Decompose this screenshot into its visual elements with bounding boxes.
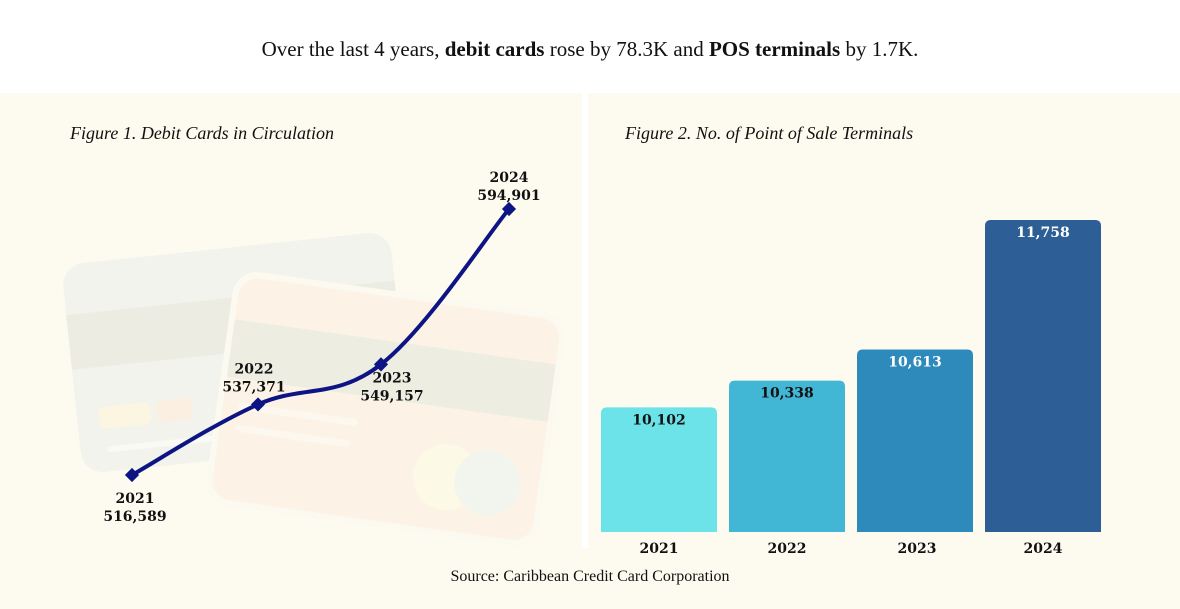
point-year-label: 2021 — [116, 491, 155, 507]
x-tick-label: 2021 — [640, 541, 679, 557]
bar-value-label: 10,102 — [632, 412, 686, 428]
bar-2021 — [601, 407, 717, 532]
x-tick-label: 2023 — [898, 541, 937, 557]
line-point-marker — [501, 201, 517, 217]
headline-text-3: by 1.7K. — [840, 37, 919, 61]
point-value-label: 537,371 — [222, 379, 285, 395]
bar-2023 — [857, 349, 973, 532]
line-point-marker — [124, 467, 140, 483]
footer-band — [0, 548, 1180, 609]
credit-card-illustration — [63, 233, 566, 547]
line-point-marker — [250, 397, 266, 412]
debit-cards-line-chart: 2021 516,589 2022 537,371 2023 549,157 2024 594… — [63, 170, 566, 547]
figure-2-title: Figure 2. No. of Point of Sale Terminals — [625, 123, 914, 143]
x-tick-label: 2024 — [1024, 541, 1063, 557]
point-year-label: 2024 — [490, 170, 529, 186]
headline-text-2: rose by 78.3K and — [544, 37, 709, 61]
bar-2022 — [729, 380, 845, 532]
point-value-label: 549,157 — [360, 388, 423, 404]
panel-divider — [582, 93, 588, 548]
pos-terminals-bar-chart: 10,102 2021 10,338 2022 10,613 2023 11,758 2024 — [601, 220, 1101, 557]
headline-text-1: Over the last 4 years, — [261, 37, 445, 61]
bar-value-label: 11,758 — [1016, 225, 1070, 241]
bar-2024 — [985, 220, 1101, 532]
figure-1-title: Figure 1. Debit Cards in Circulation — [70, 123, 334, 143]
point-year-label: 2022 — [235, 361, 274, 377]
point-year-label: 2023 — [373, 370, 412, 386]
front-card-icon — [206, 272, 566, 547]
x-tick-label: 2022 — [768, 541, 807, 557]
source-note: Source: Caribbean Credit Card Corporatio… — [450, 568, 730, 585]
point-value-label: 594,901 — [477, 188, 540, 204]
headline: Over the last 4 years, debit cards rose … — [0, 0, 1180, 93]
headline-bold-pos-terminals: POS terminals — [708, 37, 841, 61]
debit-cards-series-line — [130, 207, 511, 477]
bar-value-label: 10,338 — [760, 386, 814, 402]
bar-value-label: 10,613 — [888, 355, 942, 371]
headline-bold-debit-cards: debit cards — [444, 37, 545, 61]
line-point-marker — [373, 357, 389, 372]
point-value-label: 516,589 — [103, 509, 166, 525]
